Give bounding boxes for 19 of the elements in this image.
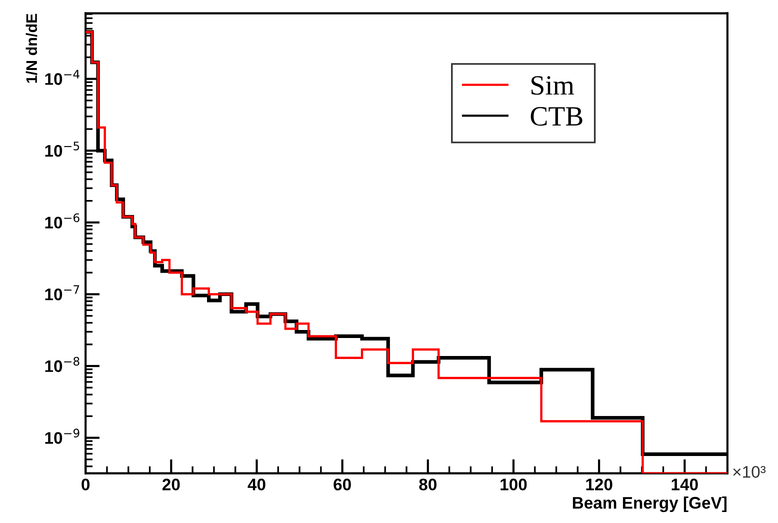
y-tick-label: 10$^{−6}$ — [45, 213, 80, 229]
x-tick-label: 0 — [82, 478, 90, 490]
y-tick-label: 10$^{−7}$ — [45, 285, 80, 300]
x-tick-label: 60 — [334, 478, 351, 490]
legend-label: Sim — [532, 76, 574, 95]
y-tick-label: 10$^{−8}$ — [45, 356, 80, 372]
legend-label: CTB — [530, 107, 582, 126]
x-tick-label: 40 — [248, 478, 266, 490]
x-axis-title: Beam Energy [GeV] — [572, 496, 726, 512]
x-tick-label: 100 — [500, 478, 527, 490]
x-tick-label: 20 — [162, 478, 180, 490]
x-tick-label: 120 — [586, 478, 612, 490]
x-tick-label: 140 — [672, 478, 698, 490]
y-tick-label: 10$^{−5}$ — [45, 142, 80, 157]
y-axis-title: 1/N dn/dE — [26, 14, 38, 83]
text: ×10³ — [733, 466, 766, 478]
y-tick-label: 10$^{−4}$ — [45, 70, 80, 85]
y-tick-label: 10$^{−9}$ — [45, 428, 80, 444]
x-tick-label: 80 — [419, 478, 436, 490]
